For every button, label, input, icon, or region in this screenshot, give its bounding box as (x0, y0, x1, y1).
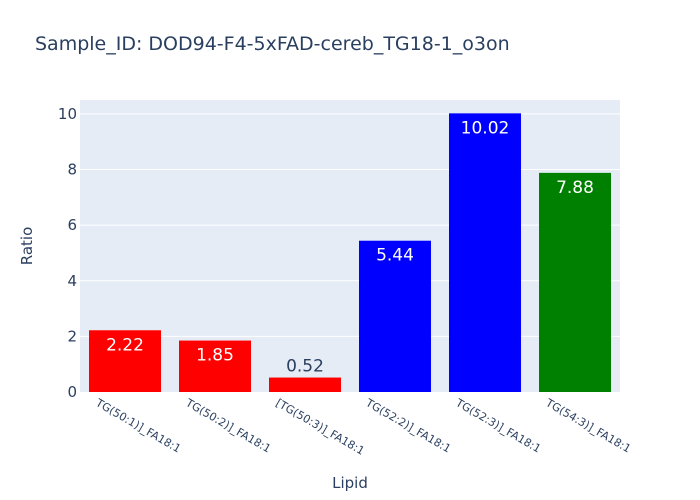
x-tick-label: TG(54:3)]_FA18:1 (543, 396, 633, 456)
x-axis-title: Lipid (332, 474, 368, 492)
y-tick-label: 8 (67, 161, 77, 179)
bar-value-label: 1.85 (196, 346, 234, 366)
x-tick-label: TG(52:3)]_FA18:1 (453, 396, 543, 456)
bars (89, 113, 611, 392)
bar (89, 330, 161, 392)
bar-value-label: 10.02 (461, 118, 510, 138)
bar-labels: 2.22 1.85 0.52 5.44 10.02 7.88 (106, 118, 594, 376)
x-tick-label: TG(52:2)]_FA18:1 (363, 396, 453, 456)
y-tick-label: 2 (67, 327, 77, 345)
y-axis-title: Ratio (18, 227, 36, 266)
bar (539, 172, 611, 392)
x-tick-label: TG(50:2)]_FA18:1 (183, 396, 273, 456)
bar-value-label: 5.44 (376, 246, 414, 266)
y-tick-label: 0 (67, 383, 77, 401)
x-tick-label: TG(50:1)]_FA18:1 (93, 396, 183, 456)
bar (359, 240, 431, 392)
x-tick-label: [TG(50:3)]_FA18:1 (274, 396, 367, 457)
x-axis-ticks: TG(50:1)]_FA18:1 TG(50:2)]_FA18:1 [TG(50:3… (93, 396, 633, 458)
bar (449, 113, 521, 392)
plot-area (80, 100, 620, 392)
y-tick-label: 6 (67, 216, 77, 234)
y-axis-ticks: 0 2 4 6 8 10 (58, 105, 77, 401)
bar-value-label: 0.52 (286, 357, 324, 377)
bar-value-label: 2.22 (106, 335, 144, 355)
y-tick-label: 10 (58, 105, 77, 123)
gridlines (80, 113, 620, 337)
bar (269, 377, 341, 392)
chart-title: Sample_ID: DOD94-F4-5xFAD-cereb_TG18-1_o… (35, 33, 510, 55)
bar (179, 340, 251, 392)
bar-value-label: 7.88 (556, 178, 594, 198)
y-tick-label: 4 (67, 272, 77, 290)
